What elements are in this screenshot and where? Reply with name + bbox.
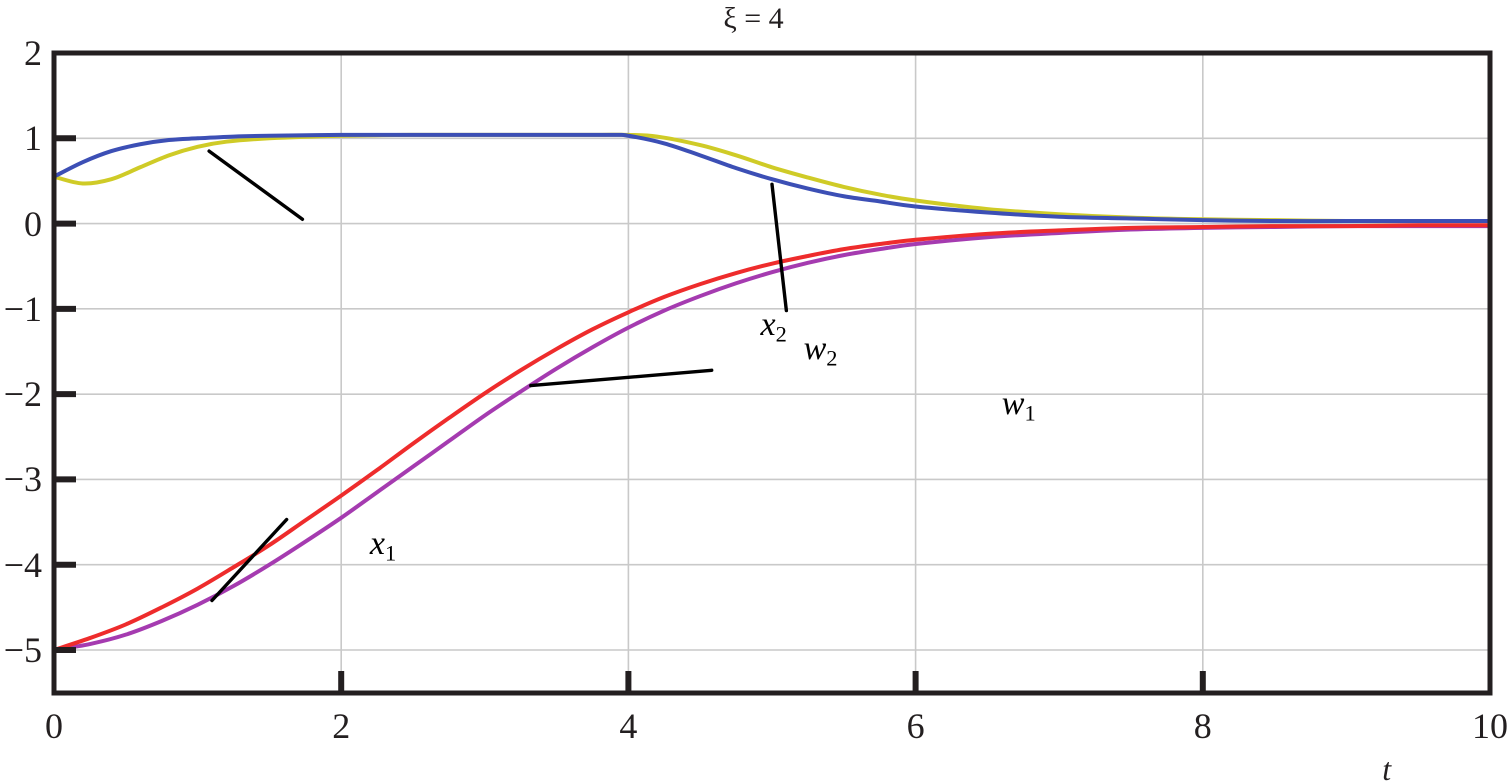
x-tick-label: 10	[1472, 706, 1507, 746]
axis-ticks	[54, 135, 1206, 693]
x2-annotation-leader	[207, 149, 305, 222]
x-tick-label: 6	[906, 706, 925, 746]
x-tick-label: 2	[332, 706, 351, 746]
y-tick-label: −2	[3, 374, 42, 415]
x-tick-label: 8	[1193, 706, 1212, 746]
curve-label-base: x	[369, 525, 385, 562]
y-tick-label: 2	[24, 33, 42, 73]
x-axis-label: t	[1382, 751, 1392, 781]
y-tick-label: −4	[3, 544, 42, 585]
curve-label-base: x	[760, 306, 776, 343]
w1-annotation-leader	[529, 368, 714, 388]
curve-label-base: w	[1001, 385, 1025, 422]
curve-w1	[52, 223, 1492, 652]
curve-label-x1: x1	[370, 525, 396, 566]
y-tick-label: 0	[24, 203, 42, 244]
curve-x1	[52, 224, 1492, 652]
curve-label-base: w	[803, 330, 827, 367]
curve-label-x2: x2	[761, 306, 787, 347]
gridlines	[54, 53, 1490, 693]
curve-w2	[52, 132, 1492, 224]
y-tick-label: 1	[24, 118, 42, 159]
curve-label-subscript: 1	[385, 540, 397, 566]
curve-label-subscript: 2	[775, 321, 787, 347]
annotation-leaders	[207, 149, 789, 603]
w2-annotation-leader	[770, 182, 789, 313]
x1-annotation-leader	[210, 517, 289, 603]
curve-label-w1: w1	[1002, 385, 1036, 426]
axes-frame	[51, 50, 1493, 696]
x-tick-label: 4	[619, 706, 638, 746]
x-tick-label: 0	[45, 706, 63, 746]
y-tick-label: −5	[3, 630, 42, 670]
data-curves	[52, 132, 1492, 652]
y-tick-label: −3	[3, 459, 42, 500]
y-tick-label: −1	[3, 288, 42, 329]
curve-label-w2: w2	[804, 330, 838, 371]
chart-title: ξ = 4	[723, 2, 784, 35]
curve-label-subscript: 1	[1024, 400, 1036, 426]
curve-label-subscript: 2	[826, 345, 838, 371]
